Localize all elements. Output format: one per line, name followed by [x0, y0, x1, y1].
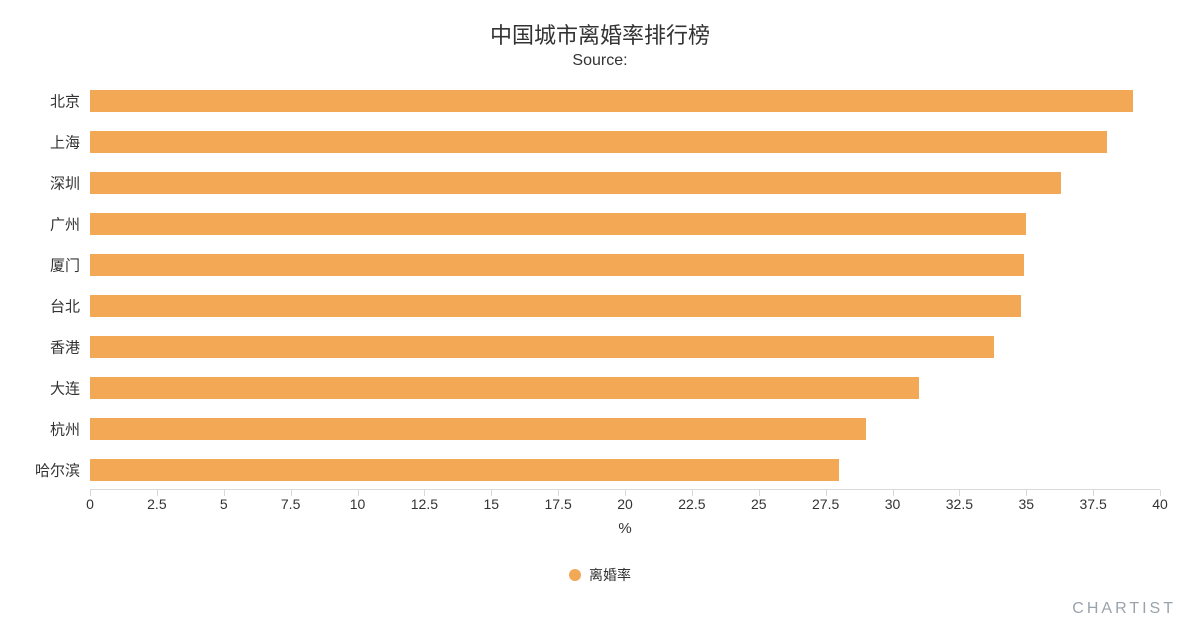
legend: 离婚率: [569, 565, 631, 585]
bar: [90, 418, 866, 440]
x-tick-label: 22.5: [678, 496, 705, 512]
bar: [90, 459, 839, 481]
y-tick-label: 大连: [50, 377, 90, 398]
bar: [90, 90, 1133, 112]
x-tick-label: 7.5: [281, 496, 300, 512]
chart-title: 中国城市离婚率排行榜: [0, 18, 1200, 50]
x-tick-label: 32.5: [946, 496, 973, 512]
y-tick-label: 广州: [50, 213, 90, 234]
x-tick-label: 17.5: [545, 496, 572, 512]
x-tick-label: 40: [1152, 496, 1168, 512]
x-tick-label: 5: [220, 496, 228, 512]
x-tick-label: 35: [1018, 496, 1034, 512]
x-tick-label: 10: [350, 496, 366, 512]
x-tick-label: 15: [483, 496, 499, 512]
x-tick-label: 25: [751, 496, 767, 512]
bar: [90, 131, 1107, 153]
y-tick-label: 厦门: [50, 254, 90, 275]
chart-container: 中国城市离婚率排行榜 Source: 北京上海深圳广州厦门台北香港大连杭州哈尔滨…: [0, 0, 1200, 630]
y-tick-label: 杭州: [50, 418, 90, 439]
watermark: CHARTIST: [1072, 600, 1176, 618]
bar: [90, 254, 1024, 276]
x-tick-label: 0: [86, 496, 94, 512]
plot-area: 北京上海深圳广州厦门台北香港大连杭州哈尔滨02.557.51012.51517.…: [90, 80, 1160, 490]
x-axis-title: %: [618, 520, 631, 537]
y-tick-label: 深圳: [50, 172, 90, 193]
x-tick-label: 30: [885, 496, 901, 512]
x-tick-label: 20: [617, 496, 633, 512]
x-tick-label: 12.5: [411, 496, 438, 512]
y-tick-label: 上海: [50, 131, 90, 152]
y-tick-label: 北京: [50, 90, 90, 111]
bar: [90, 377, 919, 399]
x-tick-label: 2.5: [147, 496, 166, 512]
bar: [90, 213, 1026, 235]
bar: [90, 172, 1061, 194]
chart-subtitle: Source:: [0, 52, 1200, 70]
x-tick-label: 27.5: [812, 496, 839, 512]
x-tick-label: 37.5: [1080, 496, 1107, 512]
y-tick-label: 香港: [50, 336, 90, 357]
bar: [90, 336, 994, 358]
bar: [90, 295, 1021, 317]
y-tick-label: 哈尔滨: [35, 459, 90, 480]
legend-swatch: [569, 569, 581, 581]
y-tick-label: 台北: [50, 295, 90, 316]
legend-label: 离婚率: [589, 565, 631, 585]
